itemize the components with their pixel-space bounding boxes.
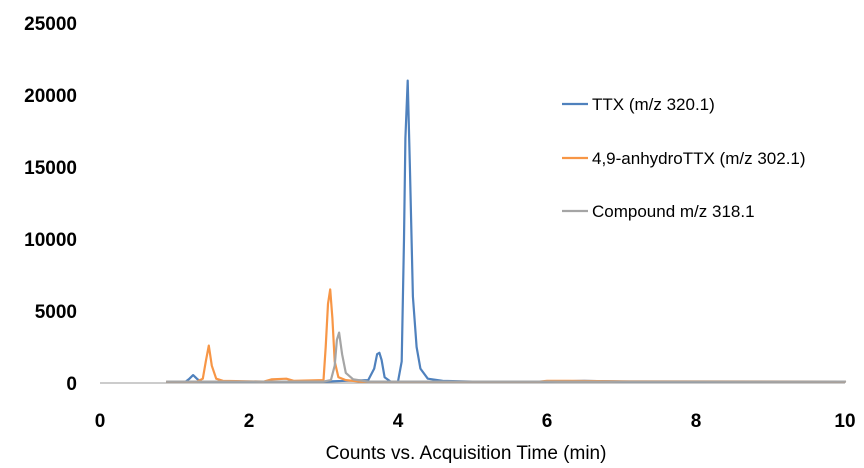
y-tick-label: 5000 [35, 302, 77, 323]
series-line-3 [166, 331, 847, 383]
plot-area [166, 79, 847, 383]
y-tick-label: 10000 [24, 230, 77, 251]
x-axis-title: Counts vs. Acquisition Time (min) [326, 443, 607, 464]
x-tick-label: 2 [244, 411, 255, 432]
y-tick-label: 0 [66, 374, 77, 395]
x-tick-label: 8 [691, 411, 702, 432]
x-axis-ticks: 0 2 4 6 8 10 [95, 411, 856, 432]
x-tick-label: 0 [95, 411, 106, 432]
legend-label-3: Compound m/z 318.1 [592, 202, 755, 221]
series-line-1 [166, 79, 847, 383]
y-axis-ticks: 0 5000 10000 15000 20000 25000 [24, 14, 77, 395]
series-line-2 [166, 288, 847, 383]
x-tick-label: 4 [393, 411, 404, 432]
legend-label-1: TTX (m/z 320.1) [592, 95, 715, 114]
legend: TTX (m/z 320.1) 4,9-anhydroTTX (m/z 302.1… [562, 95, 806, 221]
y-tick-label: 25000 [24, 14, 77, 35]
y-tick-label: 20000 [24, 86, 77, 107]
x-tick-label: 6 [542, 411, 553, 432]
legend-label-2: 4,9-anhydroTTX (m/z 302.1) [592, 149, 806, 168]
x-tick-label: 10 [834, 411, 855, 432]
y-tick-label: 15000 [24, 158, 77, 179]
